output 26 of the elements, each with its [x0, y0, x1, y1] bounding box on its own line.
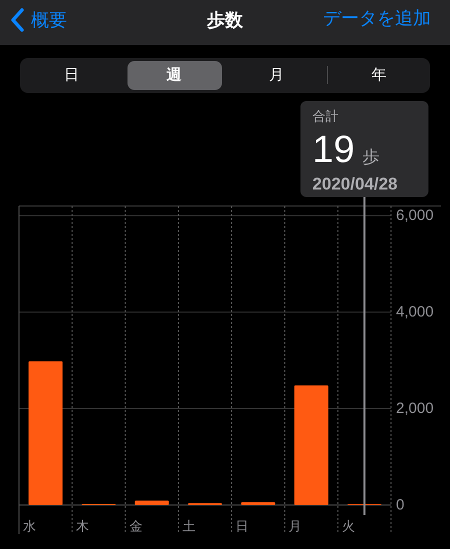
text: 週 — [165, 66, 182, 84]
bar — [28, 361, 63, 505]
y-tick-label: 6,000 — [396, 207, 434, 224]
text: 2020/04/28 — [312, 174, 398, 194]
text: 日 — [64, 66, 79, 84]
x-tick-label: 金 — [129, 518, 142, 534]
bar — [241, 502, 276, 505]
bar — [294, 385, 328, 505]
x-tick-label: 日 — [236, 518, 249, 534]
x-tick-label: 土 — [182, 518, 196, 534]
text: 歩 — [362, 148, 380, 166]
text: 月 — [268, 66, 284, 84]
x-tick-label: 火 — [342, 518, 355, 534]
chart-title: 歩数 — [206, 10, 244, 30]
text: データを追加 — [323, 8, 431, 28]
y-tick-label: 2,000 — [396, 400, 434, 418]
y-tick-label: 4,000 — [396, 304, 434, 321]
text: 合計 — [312, 108, 338, 124]
y-tick-label: 0 — [396, 496, 404, 514]
x-tick-label: 月 — [288, 518, 302, 534]
text: 年 — [371, 66, 386, 84]
bar — [134, 500, 169, 505]
x-tick-label: 水 — [23, 518, 36, 534]
x-tick-label: 木 — [76, 518, 90, 534]
text: 概要 — [31, 10, 67, 30]
text: 19 — [312, 129, 355, 171]
